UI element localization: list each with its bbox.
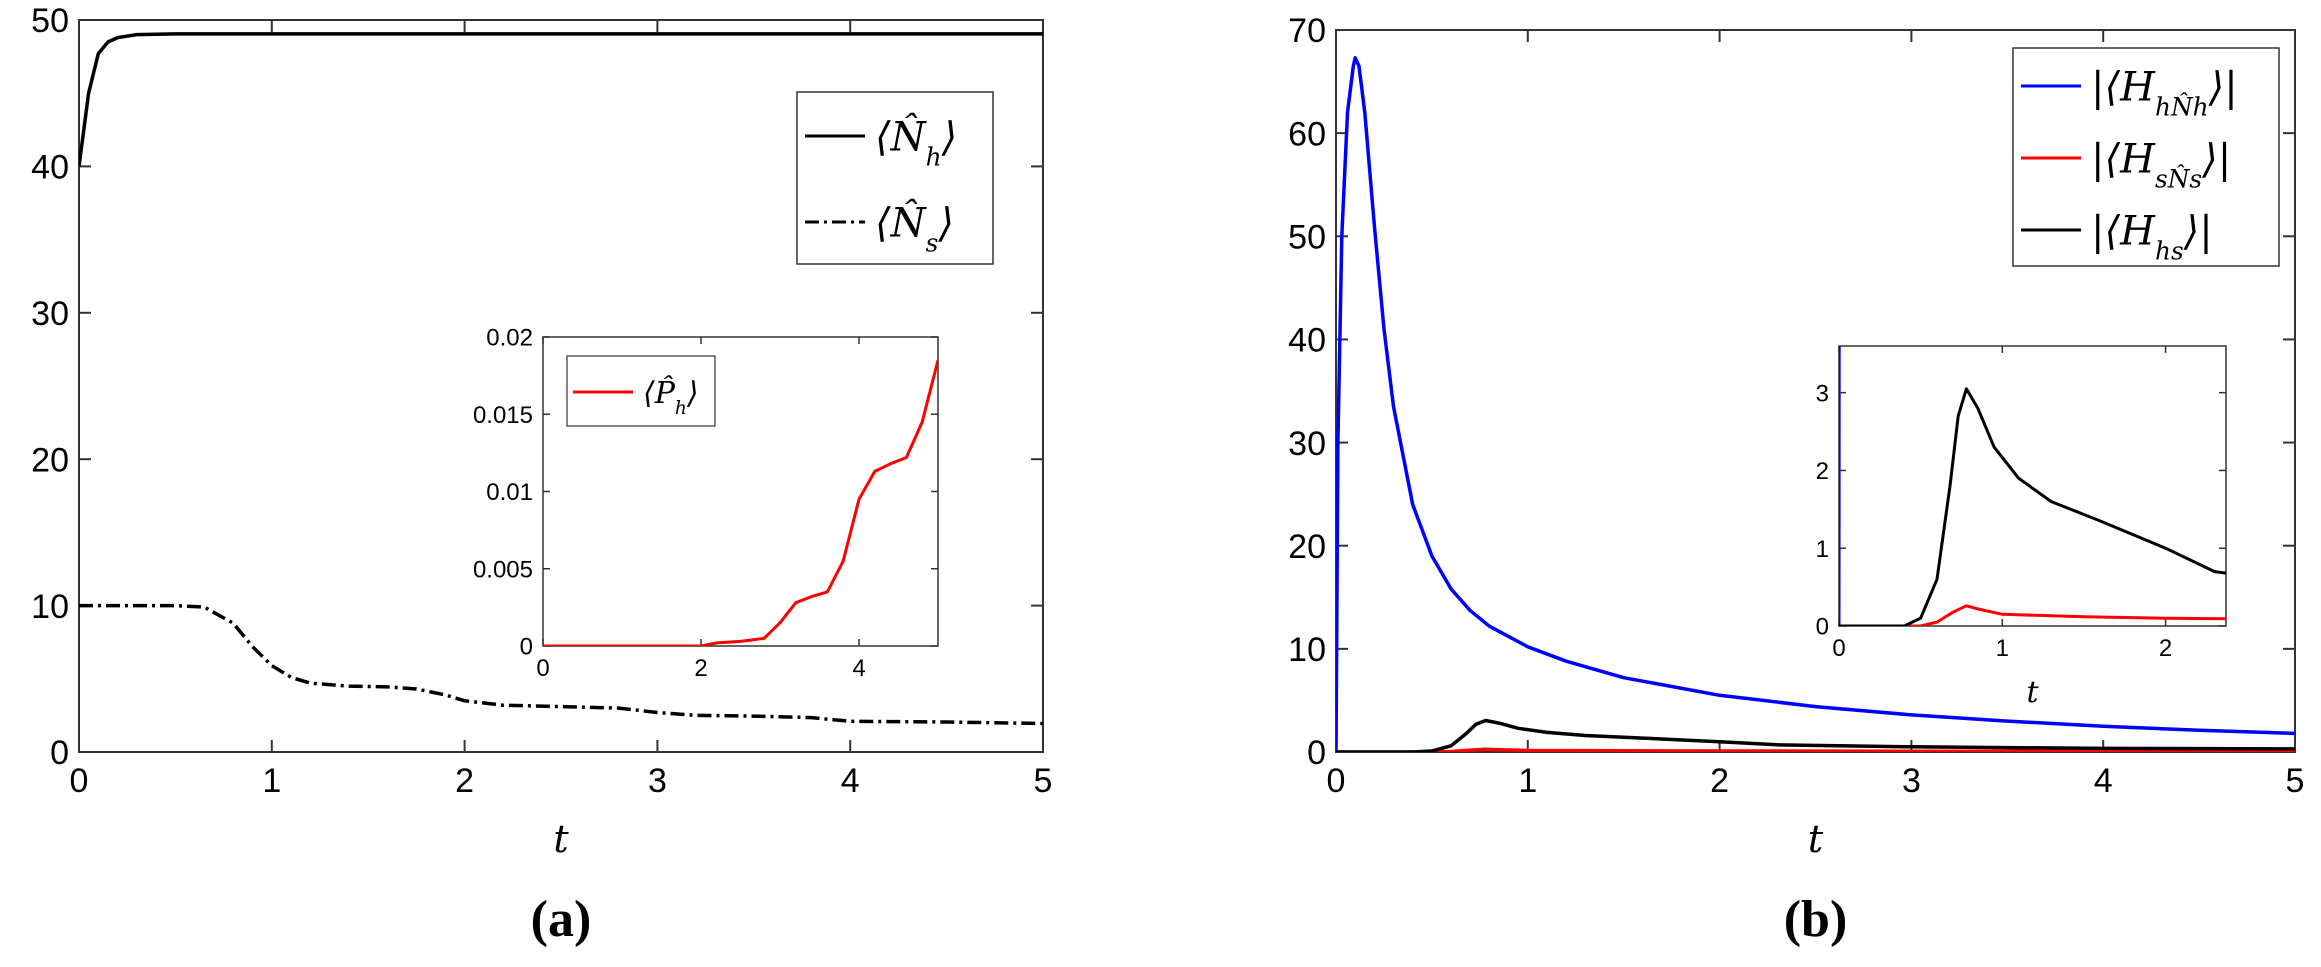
panel-a-inset-ytick-label: 0 bbox=[520, 634, 533, 661]
panel-b-legend-entry-label-part: |⟨H bbox=[2091, 64, 2156, 110]
panel-b-ytick-label: 20 bbox=[1288, 528, 1326, 566]
panel-a-inset-series-line bbox=[543, 359, 938, 646]
panel-a-ytick-label: 0 bbox=[50, 734, 69, 772]
panel-b-xtick-label: 3 bbox=[1902, 762, 1921, 800]
panel-b-xtick-label: 2 bbox=[1710, 762, 1729, 800]
panel-a-inset-xtick-label: 2 bbox=[694, 655, 707, 682]
panel-b-xtick-label: 0 bbox=[1327, 762, 1346, 800]
panel-b-series-line bbox=[1336, 747, 2295, 752]
panel-a-xlabel: t bbox=[553, 817, 569, 861]
panel-b-legend-entry-label-part: sN̂s bbox=[2155, 164, 2202, 193]
panel-b-legend-entry-label-part: hs bbox=[2155, 236, 2184, 265]
panel-b-series-line bbox=[1336, 718, 2295, 752]
panel-a-xtick-label: 4 bbox=[841, 762, 860, 800]
panel-a-ytick-label: 50 bbox=[31, 2, 69, 40]
panel-b-legend-entry-label: |⟨Hhs⟩| bbox=[2091, 208, 2213, 265]
panel-a-inset-ytick-label: 0.005 bbox=[473, 556, 533, 583]
panel-a-xtick-label: 0 bbox=[70, 762, 89, 800]
panel-a-xtick-label: 3 bbox=[648, 762, 667, 800]
panel-b-inset-ytick-label: 1 bbox=[1816, 536, 1829, 563]
panel-b-inset-series-line bbox=[1839, 604, 2226, 626]
panel-b-legend-entry-label-part: |⟨H bbox=[2091, 208, 2156, 254]
panel-a-ytick-label: 20 bbox=[31, 441, 69, 479]
panel-b-series-line bbox=[1336, 56, 2295, 752]
panel-a-legend-entry-label-part: ⟨N̂ bbox=[875, 114, 928, 160]
panel-a-xtick-label: 5 bbox=[1034, 762, 1053, 800]
panel-b-ytick-label: 70 bbox=[1288, 12, 1326, 50]
panel-a-legend-entry-label: ⟨N̂s⟩ bbox=[875, 200, 954, 257]
panel-b-inset-ytick-label: 0 bbox=[1816, 614, 1829, 641]
panel-b-ytick-label: 10 bbox=[1288, 631, 1326, 669]
panel-b-legend-entry-label: |⟨HsN̂s⟩| bbox=[2091, 136, 2231, 193]
panel-b-legend-entry-label-part: ⟩| bbox=[2201, 136, 2231, 182]
panel-a-caption: (a) bbox=[531, 891, 592, 948]
panel-a-legend-entry-label-part: ⟩ bbox=[941, 114, 958, 160]
panel-b-legend-entry-label: |⟨HhN̂h⟩| bbox=[2091, 64, 2238, 121]
panel-a-legend-box bbox=[796, 91, 994, 265]
panel-b-ytick-label: 0 bbox=[1307, 734, 1326, 772]
panel-a-inset-xtick-label: 4 bbox=[852, 655, 865, 682]
panel-a-legend-entry-label-part: ⟨N̂ bbox=[875, 200, 928, 246]
panel-a-inset-legend-entry-label-part: h bbox=[675, 397, 687, 418]
panel-a-inset-ytick-label: 0.02 bbox=[486, 325, 533, 352]
panel-a-ytick-label: 30 bbox=[31, 295, 69, 333]
panel-b-legend-entry-label-part: ⟩| bbox=[2183, 208, 2213, 254]
panel-b-caption: (b) bbox=[1784, 891, 1848, 948]
panel-a-ytick-label: 10 bbox=[31, 588, 69, 626]
panel-b-legend-entry-label-part: hN̂h bbox=[2155, 92, 2209, 121]
panel-b-xtick-label: 5 bbox=[2286, 762, 2305, 800]
panel-a-series-line bbox=[79, 32, 1043, 167]
panel-a-legend-entry-label-part: ⟩ bbox=[937, 200, 954, 246]
panel-b-xlabel: t bbox=[1808, 817, 1824, 861]
panel-b-inset-axes-box bbox=[1838, 345, 2227, 627]
panel-b-ytick-label: 40 bbox=[1288, 322, 1326, 360]
panel-a-legend-entry-label-part: h bbox=[926, 142, 942, 171]
panel-b-legend-entry-label-part: ⟩| bbox=[2208, 64, 2238, 110]
panel-b-xtick-label: 4 bbox=[2094, 762, 2113, 800]
panel-a-inset-legend-entry-label: ⟨P̂h⟩ bbox=[643, 375, 699, 418]
panel-a-inset-legend-entry-label-part: ⟨P̂ bbox=[643, 375, 676, 410]
panel-a-xtick-label: 2 bbox=[455, 762, 474, 800]
panel-b-inset-xlabel: t bbox=[2026, 675, 2039, 710]
panel-b-xtick-label: 1 bbox=[1518, 762, 1537, 800]
panel-b-inset-xtick-label: 1 bbox=[1996, 635, 2009, 662]
panel-a-inset-xtick-label: 0 bbox=[536, 655, 549, 682]
panel-b-inset-ytick-label: 2 bbox=[1816, 458, 1829, 485]
panel-a-inset-ytick-label: 0.01 bbox=[486, 479, 533, 506]
panel-a-series-line bbox=[79, 603, 1043, 726]
panel-b-ytick-label: 30 bbox=[1288, 425, 1326, 463]
panel-a-legend-entry-label: ⟨N̂h⟩ bbox=[875, 114, 957, 171]
panel-a-inset-legend-entry-label-part: ⟩ bbox=[686, 376, 699, 411]
panel-b-inset-xtick-label: 2 bbox=[2159, 635, 2172, 662]
panel-b-inset-ytick-label: 3 bbox=[1816, 380, 1829, 407]
panel-b-inset-series-line bbox=[1839, 387, 2226, 626]
panel-a-legend-entry-label-part: s bbox=[926, 228, 939, 257]
panel-b-legend-entry-label-part: |⟨H bbox=[2091, 136, 2156, 182]
panel-b-ytick-label: 50 bbox=[1288, 219, 1326, 257]
panel-a-xtick-label: 1 bbox=[262, 762, 281, 800]
panel-b-inset-xtick-label: 0 bbox=[1832, 635, 1845, 662]
panel-b-ytick-label: 60 bbox=[1288, 115, 1326, 153]
panel-a-inset-ytick-label: 0.015 bbox=[473, 402, 533, 429]
panel-a-ytick-label: 40 bbox=[31, 149, 69, 187]
